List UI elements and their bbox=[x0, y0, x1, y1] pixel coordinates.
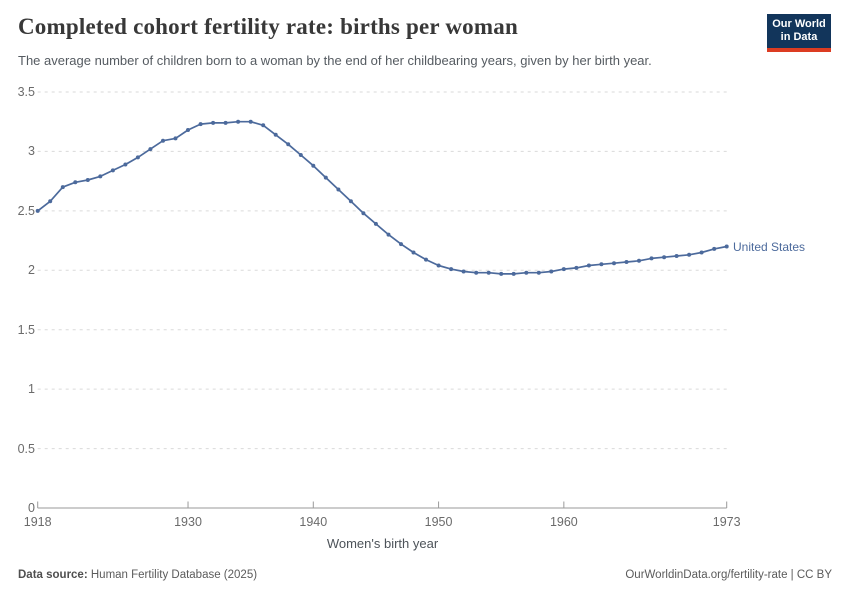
y-tick-label-2.5: 2.5 bbox=[17, 203, 35, 218]
data-point-1932 bbox=[211, 120, 216, 125]
data-point-1969 bbox=[674, 254, 679, 258]
data-point-1935 bbox=[248, 119, 253, 124]
data-point-1956 bbox=[511, 271, 516, 276]
y-tick-label-3.5: 3.5 bbox=[17, 85, 35, 99]
data-point-1934 bbox=[236, 119, 241, 124]
owid-logo-line1: Our World bbox=[772, 18, 826, 30]
data-point-1939 bbox=[298, 153, 303, 157]
data-point-1930 bbox=[186, 128, 190, 132]
data-point-1955 bbox=[499, 271, 504, 276]
data-point-1949 bbox=[424, 257, 428, 262]
data-point-1966 bbox=[637, 258, 641, 263]
data-point-1918 bbox=[35, 208, 40, 213]
x-tick-label-1950: 1950 bbox=[424, 515, 453, 529]
x-axis-title: Women's birth year bbox=[326, 536, 439, 551]
data-point-1967 bbox=[649, 256, 654, 261]
data-source: Data source: Human Fertility Database (2… bbox=[18, 569, 257, 581]
data-point-1948 bbox=[411, 250, 416, 255]
data-point-1924 bbox=[110, 168, 115, 173]
owid-logo-line2: in Data bbox=[780, 31, 818, 43]
data-point-1920 bbox=[60, 185, 65, 190]
data-point-1922 bbox=[85, 178, 90, 182]
data-source-value: Human Fertility Database (2025) bbox=[87, 569, 258, 581]
data-point-1936 bbox=[261, 123, 266, 128]
x-tick-label-1918: 1918 bbox=[23, 515, 52, 529]
data-point-1951 bbox=[449, 267, 454, 272]
fertility-line bbox=[36, 120, 728, 275]
data-point-1960 bbox=[561, 267, 566, 272]
data-point-1965 bbox=[624, 260, 629, 264]
x-tick-label-1960: 1960 bbox=[549, 515, 578, 529]
data-point-1973 bbox=[724, 244, 729, 249]
x-tick-label-1940: 1940 bbox=[299, 515, 328, 529]
y-tick-label-3: 3 bbox=[28, 144, 35, 159]
data-point-1941 bbox=[323, 175, 328, 180]
data-point-1921 bbox=[73, 180, 78, 185]
data-point-1958 bbox=[536, 270, 541, 275]
data-point-1938 bbox=[286, 142, 291, 147]
data-point-1945 bbox=[373, 221, 378, 226]
data-point-1933 bbox=[223, 120, 228, 125]
data-point-1963 bbox=[599, 262, 604, 267]
data-point-1962 bbox=[586, 263, 591, 268]
data-point-1953 bbox=[474, 270, 479, 275]
page-title: Completed cohort fertility rate: births … bbox=[18, 14, 518, 39]
y-tick-label-2: 2 bbox=[28, 263, 35, 278]
data-point-1927 bbox=[148, 147, 153, 152]
data-point-1925 bbox=[123, 162, 128, 167]
data-source-label: Data source: bbox=[18, 569, 88, 581]
x-tick-label-1973: 1973 bbox=[712, 515, 741, 529]
footer-credit: OurWorldinData.org/fertility-rate | CC B… bbox=[625, 569, 832, 581]
data-point-1931 bbox=[198, 122, 203, 127]
data-point-1970 bbox=[687, 252, 692, 257]
fertility-data-points bbox=[35, 119, 729, 276]
y-tick-label-1.5: 1.5 bbox=[17, 322, 35, 337]
data-point-1944 bbox=[361, 211, 366, 216]
data-point-1943 bbox=[348, 199, 353, 204]
data-point-1971 bbox=[699, 250, 704, 255]
chart-subtitle: The average number of children born to a… bbox=[18, 53, 652, 68]
data-point-1923 bbox=[98, 174, 103, 179]
data-point-1964 bbox=[612, 261, 616, 266]
x-tick-label-1930: 1930 bbox=[174, 515, 202, 529]
y-tick-label-0: 0 bbox=[28, 501, 35, 515]
data-point-1959 bbox=[549, 269, 554, 274]
data-point-1972 bbox=[712, 246, 717, 251]
data-point-1954 bbox=[486, 270, 491, 275]
data-point-1957 bbox=[524, 270, 529, 275]
data-point-1946 bbox=[386, 232, 391, 237]
data-point-1952 bbox=[461, 269, 466, 274]
data-point-1940 bbox=[311, 163, 316, 168]
data-point-1937 bbox=[273, 132, 278, 137]
data-point-1919 bbox=[48, 199, 53, 204]
data-point-1928 bbox=[161, 138, 165, 143]
y-tick-label-0.5: 0.5 bbox=[17, 441, 35, 456]
owid-logo: Our World in Data bbox=[767, 14, 831, 52]
data-point-1961 bbox=[574, 265, 579, 270]
series-label-united-states: United States bbox=[733, 239, 806, 254]
data-point-1929 bbox=[173, 136, 178, 141]
data-point-1942 bbox=[336, 187, 341, 192]
data-point-1947 bbox=[399, 242, 403, 247]
data-point-1926 bbox=[135, 155, 140, 160]
data-point-1950 bbox=[436, 263, 441, 268]
y-tick-label-1: 1 bbox=[28, 382, 35, 397]
data-point-1968 bbox=[662, 255, 667, 260]
